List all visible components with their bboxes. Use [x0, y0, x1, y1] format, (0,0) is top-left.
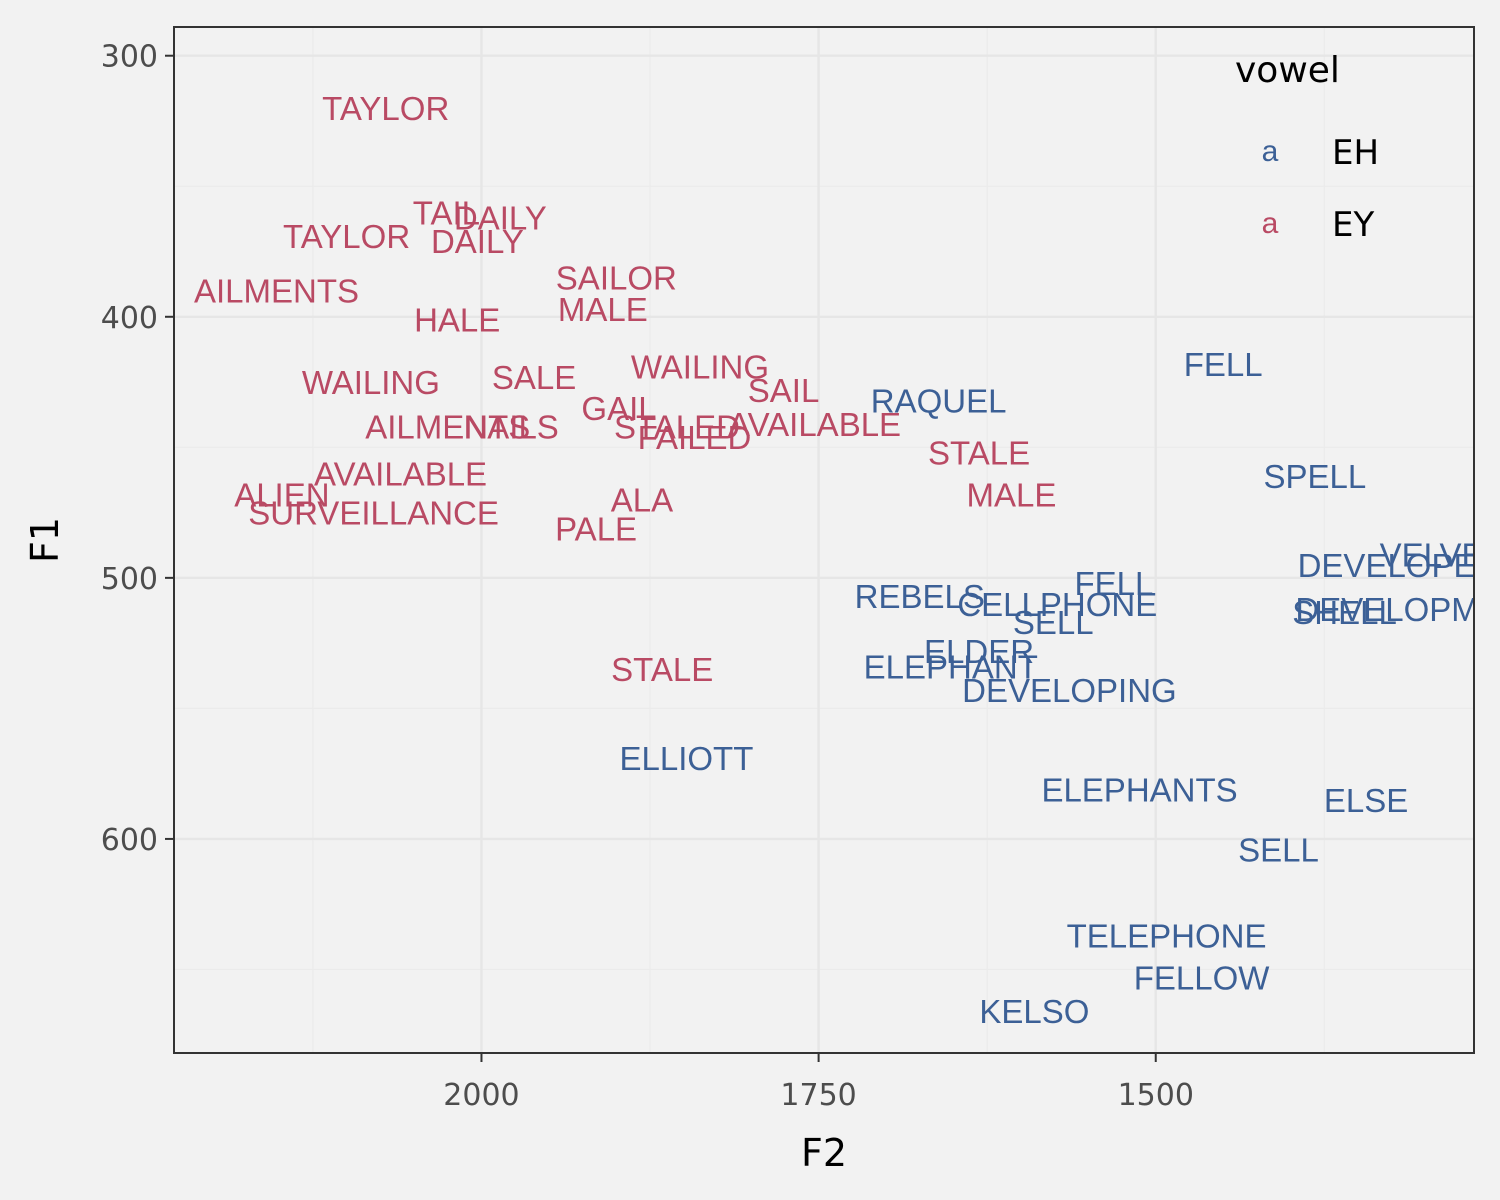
point-label-ey: FAILED: [638, 419, 752, 456]
point-label-eh: FELL: [1075, 565, 1154, 602]
point-label-eh: DEVELOPMENT: [1295, 591, 1500, 628]
point-label-eh: DEVELOPING: [962, 672, 1177, 709]
point-label-ey: WAILING: [302, 364, 440, 401]
point-label-eh: RAQUEL: [871, 382, 1007, 419]
y-axis-title: F1: [23, 517, 67, 563]
point-label-ey: AVAILABLE: [314, 455, 487, 492]
point-label-eh: CELLPHONE: [957, 586, 1157, 623]
point-label-ey: NAILS: [463, 408, 558, 445]
point-label-ey: STALE: [611, 651, 713, 688]
point-label-ey: ALIEN: [234, 476, 329, 513]
point-label-eh: ELEPHANT: [864, 649, 1038, 686]
minor-gridlines: [174, 27, 1474, 1053]
point-label-ey: SURVEILLANCE: [248, 495, 499, 532]
point-label-eh: ELSE: [1324, 782, 1408, 819]
point-label-ey: MALE: [558, 291, 648, 328]
point-label-eh: FELLOW: [1134, 959, 1271, 996]
legend-key-eh: a: [1262, 135, 1279, 168]
x-tick-label: 2000: [443, 1078, 519, 1113]
point-label-eh: TELEPHONE: [1067, 918, 1267, 955]
point-label-ey: TAYLOR: [322, 90, 449, 127]
point-label-ey: TAYLOR: [283, 218, 410, 255]
point-label-eh: ELEPHANTS: [1041, 771, 1237, 808]
x-tick-label: 1750: [780, 1078, 856, 1113]
point-label-eh: KELSO: [979, 993, 1089, 1030]
y-tick-label: 600: [101, 823, 158, 858]
point-label-eh: ELLIOTT: [620, 740, 754, 777]
point-label-ey: SAILOR: [556, 260, 677, 297]
point-label-ey: AILMENTS: [365, 408, 530, 445]
point-label-ey: MALE: [967, 476, 1057, 513]
point-label-eh: SPELL: [1263, 458, 1366, 495]
y-axis: 300 400 500 600: [101, 40, 174, 858]
major-gridlines: [174, 27, 1474, 1053]
y-tick-label: 500: [101, 562, 158, 597]
x-axis-title: F2: [801, 1131, 847, 1175]
point-label-ey: TAIL: [413, 194, 480, 231]
point-label-ey: DAILY: [454, 200, 547, 237]
point-label-eh: VELVET: [1380, 536, 1500, 573]
point-label-ey: GAIL: [581, 390, 656, 427]
point-label-ey: DAILY: [431, 223, 524, 260]
point-label-ey: WAILING: [631, 348, 769, 385]
y-tick-label: 400: [101, 301, 158, 336]
point-label-ey: AVAILABLE: [728, 406, 901, 443]
point-label-eh: FELL: [1184, 346, 1263, 383]
point-label-ey: STALED: [614, 408, 740, 445]
point-label-ey: ALA: [611, 482, 673, 519]
legend-label-eh: EH: [1332, 133, 1379, 173]
x-tick-label: 1500: [1118, 1078, 1194, 1113]
point-label-ey: PALE: [555, 510, 637, 547]
legend-label-ey: EY: [1332, 205, 1374, 245]
legend-key-ey: a: [1262, 207, 1279, 240]
point-label-eh: ELDER: [924, 633, 1034, 670]
plot-panel-border: [173, 26, 1475, 1054]
point-label-ey: SALE: [492, 359, 576, 396]
x-axis: 2000 1750 1500: [443, 1053, 1194, 1113]
point-label-ey: STALE: [928, 435, 1030, 472]
point-label-ey: HALE: [414, 301, 500, 338]
point-label-ey: AILMENTS: [194, 273, 359, 310]
legend: vowel a EH a EY: [1235, 50, 1379, 245]
legend-title: vowel: [1235, 50, 1340, 91]
point-label-ey: SAIL: [748, 372, 820, 409]
point-label-eh: SELL: [1013, 604, 1094, 641]
point-label-eh: SELL: [1238, 831, 1319, 868]
point-label-eh: REBELS: [855, 578, 985, 615]
y-tick-label: 300: [101, 40, 158, 75]
point-label-eh: SHELL: [1292, 594, 1397, 631]
point-label-eh: DEVELOPED: [1298, 547, 1500, 584]
